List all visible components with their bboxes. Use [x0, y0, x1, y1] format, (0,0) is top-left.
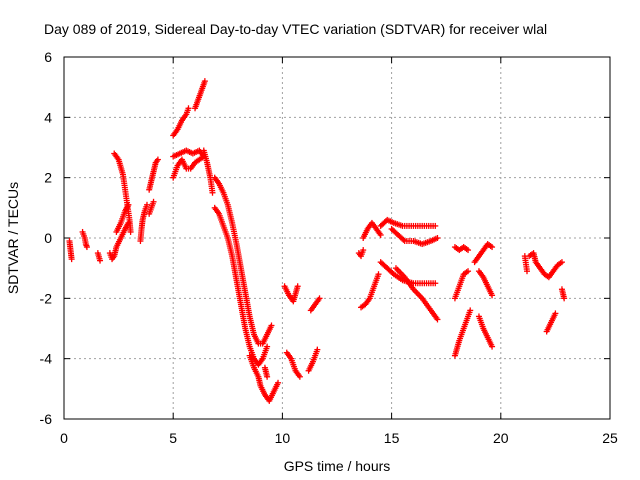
data-point: [524, 268, 531, 275]
data-point: [489, 343, 496, 350]
data-point: [467, 307, 474, 314]
data-point: [389, 269, 396, 276]
x-tick-label: 0: [60, 430, 68, 446]
data-point: [552, 310, 559, 317]
data-point: [125, 201, 132, 208]
data-point: [314, 346, 321, 353]
data-point: [434, 316, 441, 323]
x-tick-label: 25: [602, 430, 618, 446]
y-tick-label: 0: [44, 230, 52, 246]
y-tick-label: -2: [40, 290, 53, 306]
data-point: [83, 244, 90, 251]
data-point: [201, 78, 208, 85]
data-point: [400, 236, 407, 243]
y-tick-label: 4: [44, 109, 52, 125]
data-points: [66, 78, 568, 404]
data-point: [275, 379, 282, 386]
data-point: [154, 156, 161, 163]
data-point: [465, 268, 472, 275]
y-axis-label: SDTVAR / TECUs: [5, 182, 21, 294]
axis-ticks: 0 5 10 15 20 25 -6 -4 -2 0 2 4 6: [40, 49, 618, 446]
data-point: [558, 259, 565, 266]
data-point: [375, 271, 382, 278]
data-point: [294, 283, 301, 290]
data-point: [264, 373, 271, 380]
grid: [64, 57, 610, 419]
y-tick-label: -4: [40, 351, 53, 367]
data-point: [434, 235, 441, 241]
data-point: [150, 198, 157, 205]
x-tick-label: 15: [384, 430, 400, 446]
data-point: [561, 295, 568, 302]
plot-frame: [63, 56, 611, 420]
data-point: [377, 231, 384, 238]
data-point: [432, 280, 439, 287]
data-point: [465, 247, 472, 254]
data-point: [127, 228, 134, 235]
x-tick-label: 10: [275, 430, 291, 446]
data-point: [489, 292, 496, 299]
y-tick-label: -6: [40, 411, 53, 427]
data-point: [143, 201, 150, 208]
data-point: [97, 257, 104, 264]
x-axis-label: GPS time / hours: [284, 458, 391, 474]
data-point: [360, 247, 367, 254]
data-point: [489, 244, 496, 251]
data-point: [296, 373, 303, 380]
x-tick-label: 20: [493, 430, 509, 446]
y-tick-label: 2: [44, 170, 52, 186]
data-point: [432, 222, 439, 229]
data-point: [209, 189, 216, 196]
data-point: [68, 256, 75, 263]
data-point: [316, 295, 323, 302]
chart-title: Day 089 of 2019, Sidereal Day-to-day VTE…: [44, 21, 547, 37]
data-point: [185, 105, 192, 112]
x-tick-label: 5: [169, 430, 177, 446]
data-point: [268, 322, 275, 329]
y-tick-label: 6: [44, 49, 52, 65]
data-point: [264, 343, 271, 350]
